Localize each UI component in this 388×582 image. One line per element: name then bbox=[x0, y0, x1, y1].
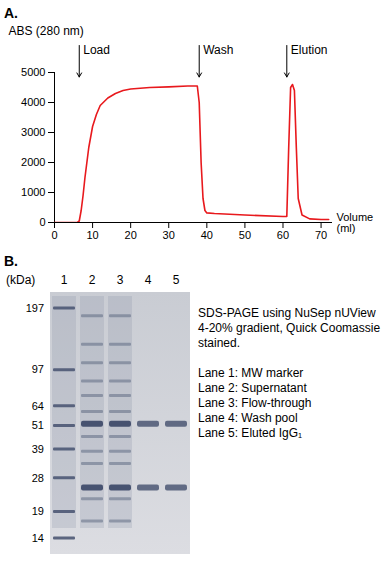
svg-text:2000: 2000 bbox=[21, 156, 45, 168]
svg-text:2: 2 bbox=[89, 273, 96, 287]
svg-text:ABS (280 nm): ABS (280 nm) bbox=[9, 24, 84, 38]
svg-text:4000: 4000 bbox=[21, 96, 45, 108]
html-text:Lane 1: MW marker: Lane 1: MW marker bbox=[198, 366, 304, 380]
html-text:Lane 5: Eluted IgG₁: Lane 5: Eluted IgG₁ bbox=[198, 426, 303, 440]
svg-text:30: 30 bbox=[163, 229, 175, 241]
svg-text:60: 60 bbox=[277, 229, 289, 241]
svg-text:5: 5 bbox=[173, 273, 180, 287]
svg-text:64: 64 bbox=[32, 400, 44, 412]
svg-text:Wash: Wash bbox=[203, 43, 233, 57]
svg-text:28: 28 bbox=[32, 472, 44, 484]
svg-text:50: 50 bbox=[239, 229, 251, 241]
html-text:Lane 3: Flow-through: Lane 3: Flow-through bbox=[198, 396, 312, 410]
svg-text:197: 197 bbox=[26, 302, 44, 314]
svg-text:97: 97 bbox=[32, 363, 44, 375]
html-text:Lane 2: Supernatant: Lane 2: Supernatant bbox=[198, 381, 307, 395]
svg-text:20: 20 bbox=[125, 229, 137, 241]
html-text:Lane 4: Wash pool: Lane 4: Wash pool bbox=[198, 411, 298, 425]
svg-text:1: 1 bbox=[61, 273, 68, 287]
svg-text:51: 51 bbox=[32, 419, 44, 431]
svg-text:40: 40 bbox=[201, 229, 213, 241]
svg-text:(kDa): (kDa) bbox=[6, 273, 35, 287]
svg-text:0: 0 bbox=[51, 229, 57, 241]
svg-text:4: 4 bbox=[145, 273, 152, 287]
svg-text:39: 39 bbox=[32, 443, 44, 455]
svg-text:Load: Load bbox=[83, 43, 110, 57]
svg-text:70: 70 bbox=[315, 229, 327, 241]
svg-text:Volume(ml): Volume(ml) bbox=[337, 211, 374, 234]
svg-text:3000: 3000 bbox=[21, 126, 45, 138]
svg-text:10: 10 bbox=[86, 229, 98, 241]
svg-text:3: 3 bbox=[117, 273, 124, 287]
html-text:A.: A. bbox=[4, 5, 18, 21]
html-text:B.: B. bbox=[4, 253, 18, 269]
svg-text:0: 0 bbox=[39, 216, 45, 228]
svg-text:5000: 5000 bbox=[21, 66, 45, 78]
svg-text:14: 14 bbox=[32, 532, 44, 544]
html-text:SDS-PAGE using NuSep nUView 4-: SDS-PAGE using NuSep nUView 4-20% gradie… bbox=[198, 306, 381, 350]
svg-text:1000: 1000 bbox=[21, 186, 45, 198]
svg-text:19: 19 bbox=[32, 505, 44, 517]
svg-text:Elution: Elution bbox=[291, 43, 328, 57]
